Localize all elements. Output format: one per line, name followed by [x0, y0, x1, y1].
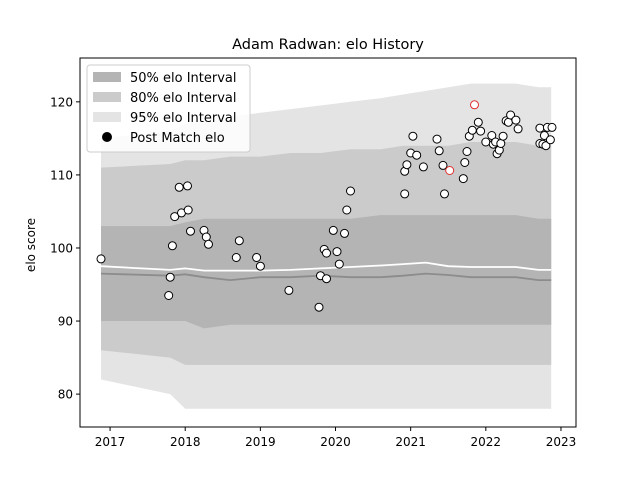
post-match-point	[412, 150, 422, 160]
post-match-point	[408, 131, 418, 141]
post-match-point	[340, 228, 349, 238]
post-match-point	[440, 189, 449, 199]
post-match-point	[334, 259, 344, 269]
post-match-point	[458, 174, 468, 184]
post-match-point	[231, 253, 241, 262]
post-match-point	[322, 248, 331, 258]
post-match-point	[547, 122, 557, 132]
plot-area	[96, 83, 557, 409]
post-match-point	[252, 253, 262, 262]
post-match-point	[170, 212, 180, 222]
post-match-point	[204, 239, 213, 249]
y-tick-label: 80	[58, 388, 73, 402]
post-match-point-loss	[470, 100, 479, 110]
legend-swatch	[93, 92, 121, 102]
mean-elo-line	[100, 261, 552, 272]
post-match-point	[418, 162, 428, 172]
post-match-point	[174, 182, 184, 192]
post-match-point	[503, 117, 513, 127]
post-match-point	[400, 189, 410, 199]
x-tick-label: 2019	[245, 435, 276, 449]
legend-label: Post Match elo	[130, 131, 225, 146]
post-match-point	[346, 186, 355, 196]
legend-swatch	[93, 112, 121, 122]
post-match-point	[183, 181, 192, 191]
post-match-point	[481, 137, 491, 147]
post-match-point	[332, 247, 342, 257]
legend-box	[86, 64, 251, 153]
x-tick-label: 2018	[170, 435, 201, 449]
post-match-point	[314, 302, 324, 312]
post-match-point	[498, 131, 508, 141]
legend-label: 50% elo Interval	[130, 71, 237, 86]
post-match-point	[506, 110, 516, 120]
axes: 2017 2018 2019 2020 2021 2022 2023 80 90 100 110 12…	[50, 57, 577, 449]
post-match-point	[186, 226, 195, 236]
post-match-point	[342, 205, 352, 215]
post-match-point	[545, 135, 555, 145]
post-match-point	[402, 160, 412, 170]
post-match-point	[434, 146, 444, 156]
legend-swatch	[93, 72, 121, 82]
y-tick-label: 90	[58, 315, 73, 329]
post-match-point	[467, 125, 477, 135]
y-axis-label: elo score	[24, 218, 38, 272]
post-match-point	[539, 131, 549, 140]
post-match-point	[476, 126, 486, 136]
post-match-point	[462, 147, 472, 156]
legend-label: 80% elo Interval	[130, 91, 237, 106]
x-tick-label: 2021	[395, 435, 426, 449]
post-match-point	[513, 124, 523, 134]
legend-marker	[102, 132, 112, 142]
post-match-point	[322, 274, 331, 284]
post-match-point	[234, 236, 244, 246]
axes-frame	[79, 57, 577, 428]
post-match-point-loss	[445, 166, 455, 175]
post-match-point	[460, 158, 470, 167]
post-match-point	[432, 134, 442, 144]
y-tick-label: 110	[50, 168, 73, 182]
post-match-point	[511, 115, 521, 125]
post-match-point	[167, 241, 177, 251]
chart-title: Adam Radwan: elo History	[232, 37, 424, 53]
y-tick-label: 120	[50, 95, 73, 109]
band-50-interval	[101, 215, 552, 329]
y-tick-label: 100	[50, 241, 73, 255]
x-tick-label: 2023	[546, 435, 577, 449]
legend: 50% elo Interval 80% elo Interval 95% elo …	[86, 64, 251, 153]
post-match-point	[473, 117, 483, 127]
post-match-point	[284, 285, 294, 295]
median-elo-line	[100, 272, 552, 282]
post-match-point	[165, 272, 175, 282]
post-match-point	[328, 225, 338, 235]
post-match-point	[183, 205, 193, 215]
post-match-point	[496, 139, 506, 148]
x-tick-label: 2017	[95, 435, 126, 449]
post-match-point	[438, 160, 448, 170]
post-match-point	[535, 123, 545, 133]
x-tick-label: 2020	[320, 435, 351, 449]
post-match-point	[541, 141, 551, 151]
post-match-point	[201, 232, 211, 242]
post-match-point	[255, 261, 265, 271]
legend-label: 95% elo Interval	[130, 111, 237, 126]
x-tick-label: 2022	[471, 435, 502, 449]
post-match-point	[487, 131, 497, 140]
post-match-point	[96, 254, 106, 264]
post-match-point	[164, 291, 174, 300]
